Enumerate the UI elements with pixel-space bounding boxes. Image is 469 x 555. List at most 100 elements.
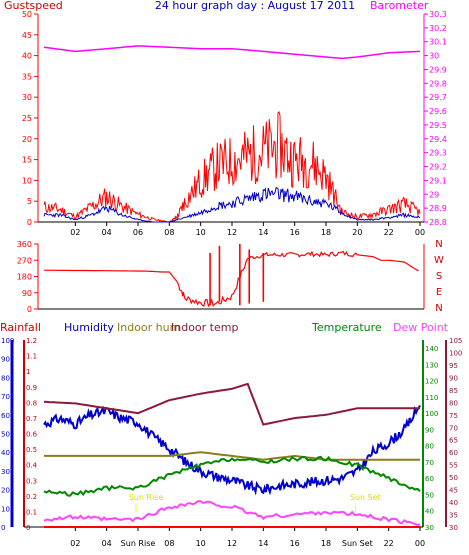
top-x-tick-label: 20 <box>352 228 362 237</box>
humidity-tick-label: 50 <box>1 431 10 439</box>
top-x-tick-label: 06 <box>133 228 143 237</box>
indoor-hum-line <box>44 451 420 461</box>
top-right-tick-label: 29.2 <box>429 163 447 172</box>
top-x-tick-label: 18 <box>321 228 331 237</box>
rainfall-tick-label: 0.7 <box>26 415 37 423</box>
temperature-tick-label: 100 <box>425 410 438 418</box>
dew-tick-label: 35 <box>449 512 458 520</box>
rainfall-tick-label: 0.9 <box>26 384 37 392</box>
top-x-tick-label: 02 <box>70 228 80 237</box>
dew-tick-label: 85 <box>449 387 458 395</box>
top-right-tick-label: 30.3 <box>429 10 447 19</box>
bottom-x-tick-label: 02 <box>70 539 80 548</box>
wind-speed-line <box>43 187 421 223</box>
legend-temperature: Temperature <box>311 321 382 334</box>
top-x-tick-label: 16 <box>290 228 300 237</box>
top-right-tick-label: 29.4 <box>429 135 447 144</box>
top-left-tick-label: 40 <box>22 52 32 61</box>
temperature-tick-label: 140 <box>425 345 438 353</box>
rainfall-tick-label: 0.3 <box>26 477 37 485</box>
bottom-x-tick-label: 18 <box>321 539 331 548</box>
top-left-tick-label: 30 <box>22 93 32 102</box>
top-left-tick-label: 35 <box>22 72 32 81</box>
temperature-tick-label: 30 <box>425 524 434 532</box>
sunrise-label: Sun Rise <box>129 493 164 502</box>
top-x-tick-label: 08 <box>164 228 174 237</box>
top-left-tick-label: 20 <box>22 135 32 144</box>
chart-title: 24 hour graph day : August 17 2011 <box>155 0 355 12</box>
top-left-tick-label: 45 <box>22 31 32 40</box>
legend-indoor-temp: Indoor temp <box>171 321 238 334</box>
humidity-tick-label: 30 <box>1 468 10 476</box>
bottom-x-tick-label: 14 <box>258 539 268 548</box>
legend-dew-point: Dew Point <box>393 321 449 334</box>
wind-direction-line <box>43 250 419 308</box>
top-left-tick-label: 15 <box>22 156 32 165</box>
dew-tick-label: 50 <box>449 474 458 482</box>
legend-humidity: Humidity <box>64 321 114 334</box>
dew-point-line <box>43 500 421 526</box>
dew-tick-label: 75 <box>449 412 458 420</box>
dew-tick-label: 40 <box>449 499 458 507</box>
gust-speed-line <box>43 111 421 223</box>
top-left-tick-label: 5 <box>27 197 32 206</box>
top-right-tick-label: 28.8 <box>429 218 447 227</box>
humidity-tick-label: 70 <box>1 393 10 401</box>
dew-tick-label: 60 <box>449 449 458 457</box>
temperature-tick-label: 120 <box>425 378 438 386</box>
top-right-tick-label: 29 <box>429 190 439 199</box>
temperature-tick-label: 60 <box>425 475 434 483</box>
top-right-tick-label: 29.7 <box>429 93 447 102</box>
temperature-tick-label: 110 <box>425 394 438 402</box>
top-x-tick-label: 12 <box>227 228 237 237</box>
mid-compass-label: W <box>434 255 444 266</box>
temperature-tick-label: 50 <box>425 491 434 499</box>
humidity-tick-label: 20 <box>1 487 10 495</box>
temperature-tick-label: 130 <box>425 361 438 369</box>
rainfall-tick-label: 1.2 <box>26 337 37 345</box>
bottom-x-tick-label: 12 <box>227 539 237 548</box>
bottom-x-tick-label: Sun Rise <box>121 539 156 548</box>
bottom-x-tick-label: 10 <box>196 539 206 548</box>
humidity-line <box>43 404 421 496</box>
humidity-tick-label: 80 <box>1 374 10 382</box>
top-right-axis-label: Barometer <box>370 0 429 12</box>
mid-left-tick-label: 360 <box>17 240 32 249</box>
top-right-tick-label: 29.6 <box>429 107 447 116</box>
dew-tick-label: 95 <box>449 362 458 370</box>
top-x-tick-label: 22 <box>384 228 394 237</box>
humidity-tick-label: 0 <box>1 524 5 532</box>
rainfall-tick-label: 1.1 <box>26 353 37 361</box>
bottom-x-tick-label: 16 <box>290 539 300 548</box>
top-right-tick-label: 29.9 <box>429 65 447 74</box>
mid-left-tick-label: 270 <box>17 256 32 265</box>
mid-left-tick-label: 180 <box>17 273 32 282</box>
mid-compass-label: E <box>436 287 442 298</box>
bottom-x-tick-label: 04 <box>102 539 112 548</box>
top-left-tick-label: 50 <box>22 10 32 19</box>
humidity-tick-label: 100 <box>1 337 14 345</box>
mid-left-tick-label: 0 <box>27 305 32 314</box>
rainfall-tick-label: 1 <box>26 368 30 376</box>
bottom-x-tick-label: 00 <box>415 539 425 548</box>
top-right-tick-label: 30 <box>429 52 439 61</box>
dew-tick-label: 70 <box>449 424 458 432</box>
sunset-label: Sun Set <box>350 493 381 502</box>
temperature-tick-label: 80 <box>425 443 434 451</box>
top-right-tick-label: 30.2 <box>429 24 447 33</box>
dew-tick-label: 105 <box>449 337 462 345</box>
mid-compass-label: N <box>435 303 442 314</box>
top-left-tick-label: 25 <box>22 114 32 123</box>
bottom-x-tick-label: Sun Set <box>342 539 373 548</box>
rainfall-tick-label: 0.4 <box>26 462 38 470</box>
top-right-tick-label: 29.5 <box>429 121 447 130</box>
temperature-tick-label: 90 <box>425 426 434 434</box>
temperature-tick-label: 40 <box>425 508 434 516</box>
rainfall-tick-label: 0 <box>26 524 30 532</box>
top-right-tick-label: 30.1 <box>429 38 447 47</box>
humidity-tick-label: 10 <box>1 505 10 513</box>
top-x-tick-label: 04 <box>102 228 112 237</box>
top-left-axis-label: Gustspeed <box>4 0 63 12</box>
dew-tick-label: 55 <box>449 462 458 470</box>
